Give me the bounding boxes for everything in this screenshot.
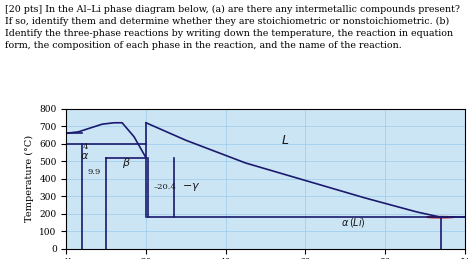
Y-axis label: Temperature (°C): Temperature (°C) — [25, 135, 34, 222]
Text: 9.9: 9.9 — [88, 168, 101, 176]
Text: $\alpha\,(Li)$: $\alpha\,(Li)$ — [341, 216, 365, 229]
Text: $-\gamma$: $-\gamma$ — [182, 182, 200, 193]
Text: –20.4: –20.4 — [154, 183, 177, 191]
Text: $L$: $L$ — [281, 134, 290, 147]
Text: $\alpha$: $\alpha$ — [80, 151, 90, 161]
Text: 4: 4 — [83, 143, 88, 151]
Text: [20 pts] In the Al–Li phase diagram below, (a) are there any intermetallic compo: [20 pts] In the Al–Li phase diagram belo… — [5, 5, 460, 50]
Text: $\beta$: $\beta$ — [122, 156, 130, 170]
